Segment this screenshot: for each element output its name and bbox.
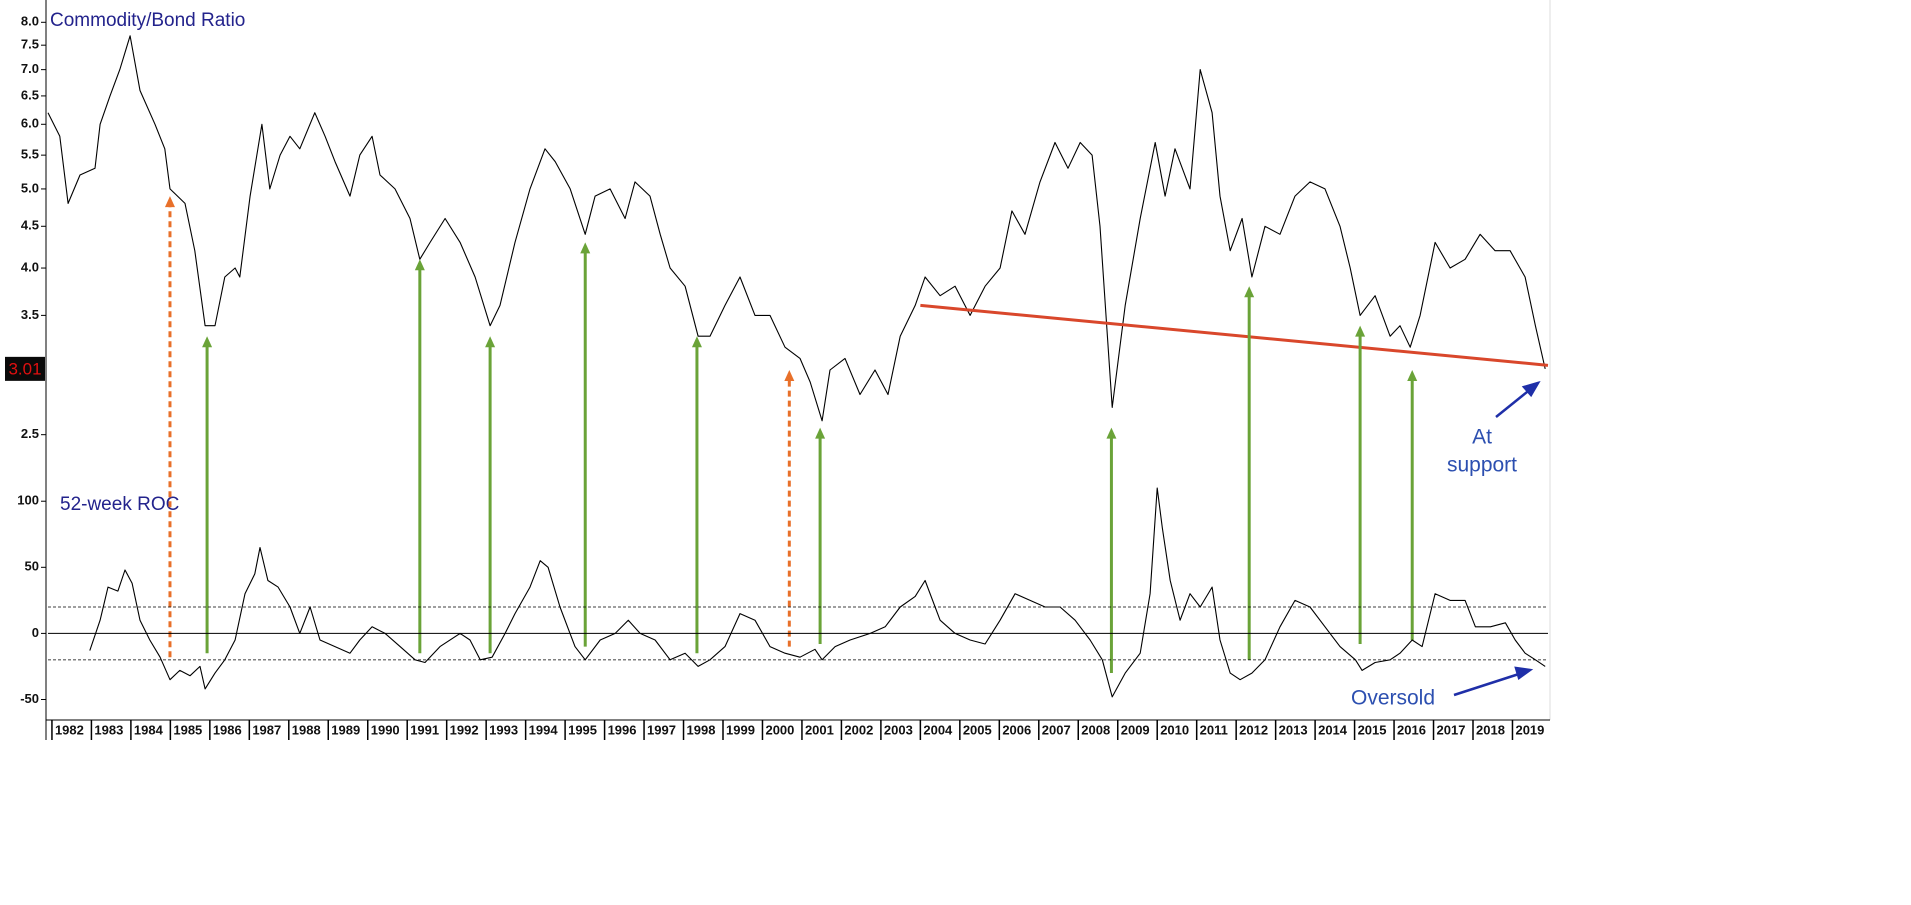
- arrow-head: [1106, 427, 1117, 439]
- x-tick-label: 1995: [568, 722, 597, 737]
- x-tick-label: 2016: [1397, 722, 1426, 737]
- series-line: [47, 35, 1546, 422]
- x-tick-label: 1998: [687, 722, 716, 737]
- signal-arrow: [580, 242, 591, 647]
- x-tick-label: 2007: [1042, 722, 1071, 737]
- x-tick-label: 2011: [1200, 722, 1228, 737]
- x-tick-label: 2006: [1002, 722, 1031, 737]
- signal-arrow: [1244, 286, 1255, 660]
- x-tick-label: 1993: [489, 722, 518, 737]
- x-tick-label: 2015: [1358, 722, 1387, 737]
- signal-arrow: [164, 196, 175, 658]
- x-tick-label: 2010: [1160, 722, 1189, 737]
- annotation: support: [1447, 454, 1517, 477]
- x-tick-label: 2009: [1121, 722, 1150, 737]
- x-tick-label: 1987: [252, 722, 281, 737]
- upper-title: Commodity/Bond Ratio: [50, 10, 245, 31]
- y-tick-label: 7.0: [21, 61, 39, 76]
- arrow-head: [1355, 325, 1366, 337]
- signal-arrow: [414, 259, 425, 654]
- x-tick-label: 1983: [94, 722, 123, 737]
- x-tick-label: 2012: [1239, 722, 1268, 737]
- y-tick-label: 6.0: [21, 116, 39, 131]
- arrow-head: [580, 242, 591, 254]
- y-tick-label: 50: [25, 559, 39, 574]
- arrow-head: [784, 370, 795, 382]
- x-tick-label: 2019: [1515, 722, 1544, 737]
- y-tick-label: 100: [17, 493, 39, 508]
- arrow-head: [815, 427, 826, 439]
- last-value-label: 3.01: [8, 359, 41, 378]
- signal-arrow: [1407, 370, 1418, 641]
- x-tick-label: 2018: [1476, 722, 1505, 737]
- signal-arrow: [815, 427, 826, 644]
- x-tick-label: 2002: [844, 722, 873, 737]
- x-tick-label: 2004: [923, 722, 953, 737]
- x-tick-label: 1984: [134, 722, 164, 737]
- signal-arrow: [691, 336, 702, 654]
- arrow-shaft: [1453, 671, 1523, 697]
- x-tick-label: 2008: [1081, 722, 1110, 737]
- x-tick-label: 1994: [529, 722, 559, 737]
- y-tick-label: 4.0: [21, 259, 39, 274]
- x-tick-label: 1992: [450, 722, 479, 737]
- series-line: [89, 487, 1546, 698]
- y-tick-label: 4.5: [21, 218, 39, 233]
- y-tick-label: 2.5: [21, 426, 39, 441]
- y-tick-label: 6.5: [21, 87, 39, 102]
- x-tick-label: 1986: [213, 722, 242, 737]
- x-tick-label: 1990: [371, 722, 400, 737]
- x-tick-label: 1982: [55, 722, 84, 737]
- signal-arrow: [784, 370, 795, 647]
- arrow-head: [1407, 370, 1418, 382]
- arrow-head: [691, 336, 702, 348]
- arrow-head: [202, 336, 213, 348]
- x-tick-label: 2005: [963, 722, 992, 737]
- arrow-head: [414, 259, 425, 271]
- x-tick-label: 1999: [726, 722, 755, 737]
- last-value-box: [5, 356, 45, 381]
- signal-arrow: [1355, 325, 1366, 644]
- y-tick-label: 0: [32, 625, 39, 640]
- y-tick-label: -50: [20, 691, 39, 706]
- arrow-shaft: [1495, 387, 1533, 418]
- signal-arrow: [202, 336, 213, 654]
- x-tick-label: 1988: [292, 722, 321, 737]
- signal-arrow: [485, 336, 496, 654]
- annotation: Oversold: [1351, 687, 1435, 710]
- arrow-head: [485, 336, 496, 348]
- y-tick-label: 5.0: [21, 180, 39, 195]
- x-tick-label: 2000: [765, 722, 794, 737]
- x-tick-label: 1996: [608, 722, 637, 737]
- lower-title: 52-week ROC: [60, 494, 179, 515]
- y-tick-label: 8.0: [21, 14, 39, 29]
- x-tick-label: 2017: [1437, 722, 1466, 737]
- arrow-head: [1514, 666, 1534, 681]
- trendline: [920, 303, 1549, 367]
- arrow-head: [164, 196, 175, 208]
- arrow-head: [1244, 286, 1255, 298]
- x-tick-label: 1989: [331, 722, 360, 737]
- x-tick-label: 1985: [173, 722, 202, 737]
- x-tick-label: 2003: [884, 722, 913, 737]
- y-tick-label: 7.5: [21, 37, 39, 52]
- annotation: At: [1472, 426, 1492, 449]
- x-tick-label: 2014: [1318, 722, 1348, 737]
- x-tick-label: 2013: [1279, 722, 1308, 737]
- annotation-arrow: [1453, 380, 1541, 697]
- arrow-head: [1521, 380, 1541, 398]
- x-tick-label: 2001: [805, 722, 834, 737]
- y-tick-label: 3.5: [21, 307, 39, 322]
- x-tick-label: 1991: [410, 722, 439, 737]
- x-tick-label: 1997: [647, 722, 676, 737]
- y-tick-label: 5.5: [21, 147, 39, 162]
